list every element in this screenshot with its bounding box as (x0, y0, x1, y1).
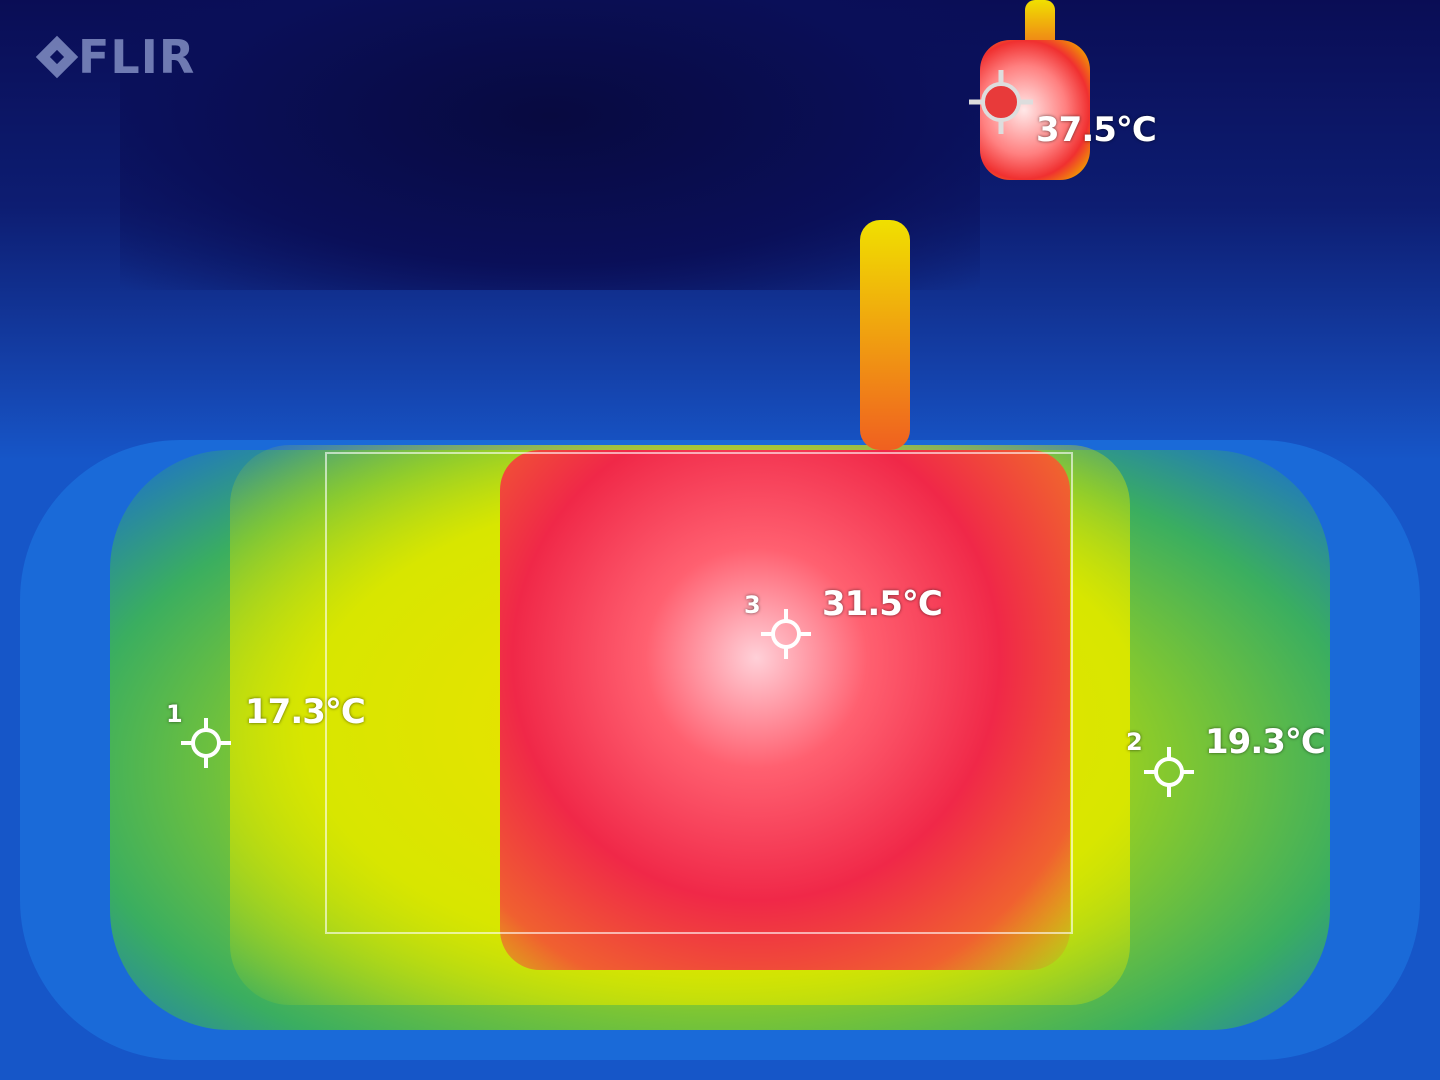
spot2-temperature: 19.3°C (1205, 722, 1326, 762)
spot2-number: 2 (1126, 728, 1143, 756)
hotspot-crosshair-icon (969, 70, 1033, 134)
flir-logo: FLIR (35, 30, 196, 84)
spot3-number: 3 (744, 591, 761, 619)
spot3-temperature: 31.5°C (822, 584, 943, 624)
charging-cable (860, 220, 910, 450)
device-hot-area (500, 450, 1070, 970)
flir-logo-text: FLIR (78, 30, 196, 84)
flir-logo-icon (35, 35, 79, 79)
device-screen-outline (325, 452, 1073, 934)
cold-region (120, 0, 980, 290)
spot3-crosshair-icon (761, 609, 811, 659)
spot1-temperature: 17.3°C (245, 692, 366, 732)
hotspot-temperature: 37.5°C (1036, 110, 1157, 150)
spot1-number: 1 (166, 700, 183, 728)
spot1-crosshair-icon (181, 718, 231, 768)
spot2-crosshair-icon (1144, 747, 1194, 797)
